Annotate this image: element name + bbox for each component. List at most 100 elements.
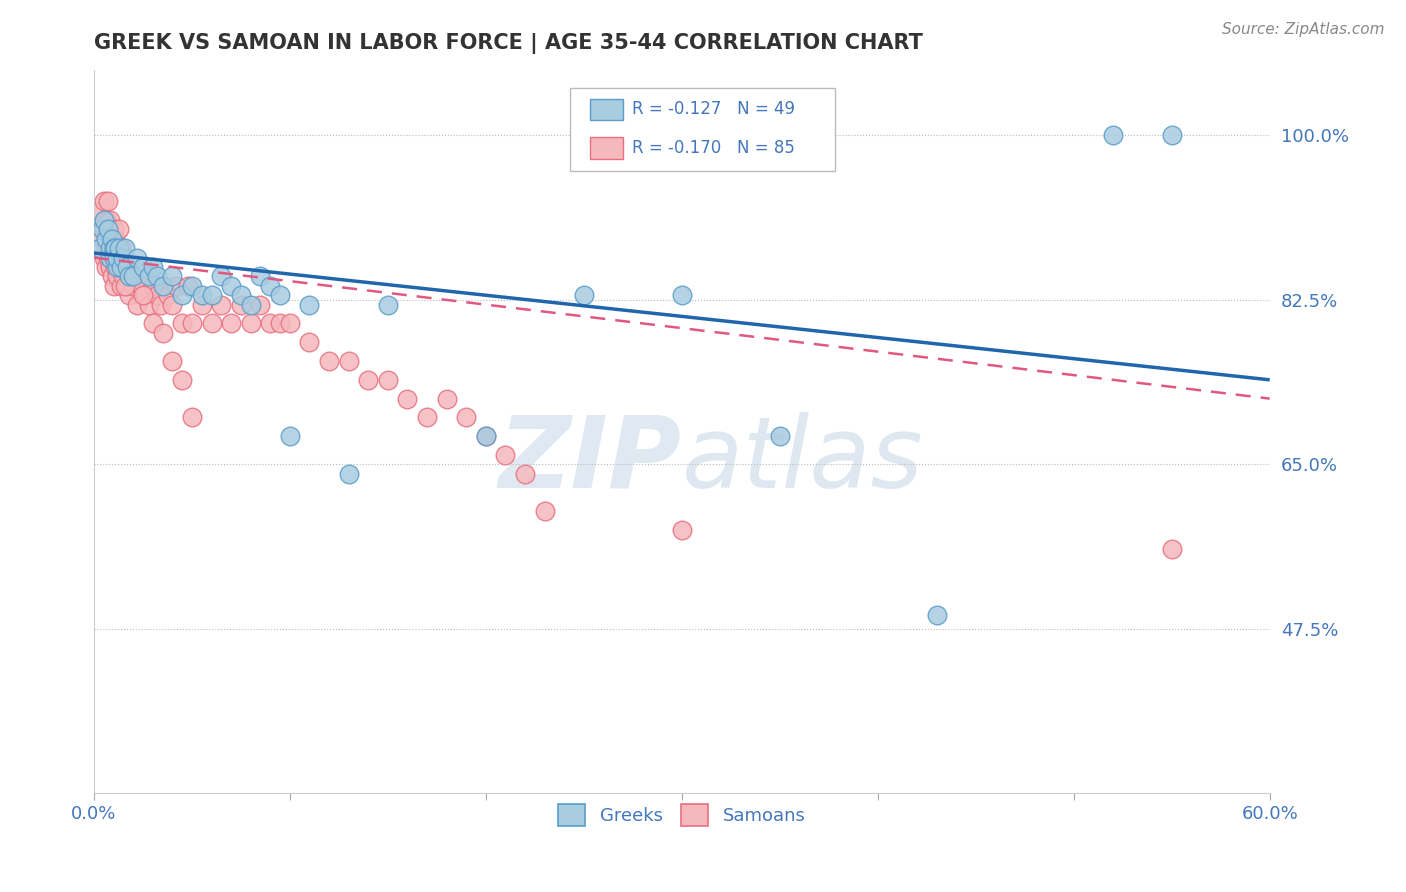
Point — [494, 448, 516, 462]
Point — [103, 222, 125, 236]
Point — [278, 429, 301, 443]
Point — [177, 278, 200, 293]
Point — [259, 278, 281, 293]
Point — [110, 241, 132, 255]
Point — [219, 317, 242, 331]
Point — [93, 251, 115, 265]
Point — [152, 326, 174, 340]
Point — [249, 269, 271, 284]
Point — [475, 429, 498, 443]
Point — [108, 241, 131, 255]
Point — [671, 523, 693, 537]
Point — [108, 222, 131, 236]
Point — [149, 298, 172, 312]
Point — [219, 278, 242, 293]
Point — [114, 260, 136, 274]
Point — [94, 260, 117, 274]
Point — [107, 251, 129, 265]
Point — [107, 251, 129, 265]
Point — [153, 278, 176, 293]
Point — [1160, 128, 1182, 143]
Point — [118, 288, 141, 302]
Point — [134, 288, 156, 302]
Point — [104, 241, 127, 255]
Point — [132, 260, 155, 274]
Point — [533, 504, 555, 518]
Text: ZIP: ZIP — [499, 412, 682, 509]
Point — [107, 260, 129, 274]
Point — [104, 260, 127, 274]
Point — [112, 251, 135, 265]
Point — [209, 269, 232, 284]
Point — [98, 213, 121, 227]
Point — [90, 222, 112, 236]
Point — [190, 288, 212, 302]
Point — [138, 269, 160, 284]
Point — [103, 251, 125, 265]
Point — [162, 354, 184, 368]
Point — [162, 298, 184, 312]
Point — [97, 222, 120, 236]
Point — [200, 288, 222, 302]
Point — [475, 429, 498, 443]
Point — [103, 278, 125, 293]
Point — [172, 317, 194, 331]
Point — [269, 317, 291, 331]
Point — [110, 278, 132, 293]
Point — [115, 260, 138, 274]
Point — [94, 213, 117, 227]
Point — [396, 392, 419, 406]
Point — [100, 241, 122, 255]
Point — [377, 298, 399, 312]
Point — [107, 251, 129, 265]
Point — [337, 354, 360, 368]
Point — [97, 251, 120, 265]
Point — [377, 373, 399, 387]
Point — [100, 269, 122, 284]
Point — [318, 354, 340, 368]
Point — [94, 241, 117, 255]
Point — [93, 222, 115, 236]
Point — [190, 298, 212, 312]
Point — [97, 194, 120, 209]
Point — [337, 467, 360, 481]
Point — [1160, 541, 1182, 556]
Point — [93, 194, 115, 209]
Point — [120, 269, 142, 284]
Point — [259, 317, 281, 331]
Point — [142, 278, 165, 293]
Point — [229, 298, 252, 312]
Point — [172, 288, 194, 302]
Text: R = -0.170   N = 85: R = -0.170 N = 85 — [633, 139, 796, 157]
Legend: Greeks, Samoans: Greeks, Samoans — [550, 795, 814, 835]
Point — [112, 260, 135, 274]
Point — [129, 278, 152, 293]
Point — [110, 260, 132, 274]
Text: Source: ZipAtlas.com: Source: ZipAtlas.com — [1222, 22, 1385, 37]
Point — [209, 298, 232, 312]
Point — [357, 373, 380, 387]
Point — [107, 269, 129, 284]
Point — [89, 241, 111, 255]
Point — [93, 213, 115, 227]
Point — [100, 232, 122, 246]
Point — [671, 288, 693, 302]
Point — [145, 269, 167, 284]
FancyBboxPatch shape — [591, 137, 623, 159]
Point — [925, 607, 948, 622]
Point — [269, 288, 291, 302]
Point — [112, 251, 135, 265]
Point — [100, 232, 122, 246]
Point — [103, 251, 125, 265]
Point — [145, 288, 167, 302]
Point — [89, 203, 111, 218]
Point — [132, 288, 155, 302]
Point — [138, 298, 160, 312]
Point — [98, 260, 121, 274]
Point — [112, 269, 135, 284]
Text: R = -0.127   N = 49: R = -0.127 N = 49 — [633, 101, 796, 119]
Point — [98, 241, 121, 255]
FancyBboxPatch shape — [569, 87, 835, 171]
Point — [157, 288, 180, 302]
Point — [125, 251, 148, 265]
